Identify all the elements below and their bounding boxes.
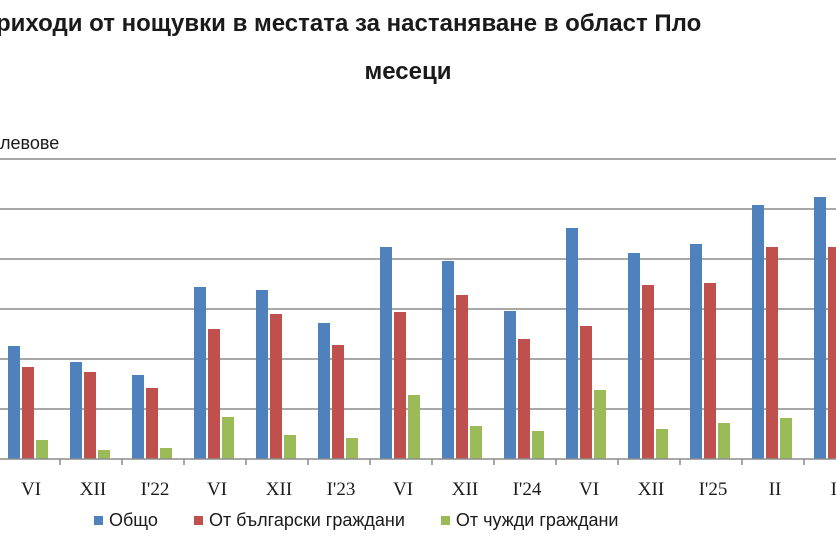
bar-series-2-cat-4 (284, 435, 296, 459)
legend-label-bulgarian: От български граждани (208, 510, 405, 530)
bar-series-1-cat-6 (394, 312, 406, 459)
x-tick-label: I'24 (513, 479, 542, 500)
x-tick-label: I'22 (141, 479, 170, 500)
bar-chart: VI XII I'22 VI XII I'23 VI XII I'24 VI XII I'25 II II (0, 158, 836, 500)
x-tick-label: II (831, 479, 836, 500)
bar-series-0-cat-4 (256, 290, 268, 459)
bar-series-1-cat-7 (456, 295, 468, 459)
bar-series-1-cat-9 (580, 326, 592, 459)
legend-item-total: Общо (94, 510, 158, 531)
legend-label-foreign: От чужди граждани (455, 510, 619, 530)
bar-series-0-cat-0 (8, 346, 20, 459)
bar-series-2-cat-0 (36, 440, 48, 459)
bars (8, 197, 836, 459)
bar-series-1-cat-10 (642, 285, 654, 459)
bar-series-0-cat-1 (70, 362, 82, 459)
bar-series-2-cat-12 (780, 418, 792, 459)
bar-series-2-cat-11 (718, 423, 730, 459)
bar-series-1-cat-1 (84, 372, 96, 459)
x-tick-label: XII (638, 479, 664, 500)
bar-series-0-cat-9 (566, 228, 578, 459)
legend-swatch-bulgarian (193, 516, 203, 525)
x-tick-label: VI (21, 479, 41, 500)
bar-series-2-cat-1 (98, 450, 110, 459)
bar-series-1-cat-12 (766, 247, 778, 459)
legend-item-bulgarian: От български граждани (193, 510, 405, 531)
bar-series-0-cat-8 (504, 311, 516, 459)
bar-series-0-cat-6 (380, 247, 392, 459)
legend-item-foreign: От чужди граждани (440, 510, 619, 531)
legend: Общо От български граждани От чужди граж… (94, 510, 654, 531)
bar-series-1-cat-2 (146, 388, 158, 459)
bar-series-1-cat-4 (270, 314, 282, 459)
bar-series-2-cat-7 (470, 426, 482, 459)
bar-series-2-cat-8 (532, 431, 544, 459)
x-tick-label: VI (579, 479, 599, 500)
bar-series-0-cat-7 (442, 261, 454, 459)
chart-title-line-1: риходи от нощувки в местата за настанява… (0, 10, 702, 37)
bar-series-1-cat-3 (208, 329, 220, 459)
x-tick-label: XII (80, 479, 106, 500)
bar-series-1-cat-11 (704, 283, 716, 459)
bar-series-2-cat-6 (408, 395, 420, 459)
bar-series-1-cat-5 (332, 345, 344, 459)
bar-series-2-cat-9 (594, 390, 606, 459)
bar-series-2-cat-3 (222, 417, 234, 459)
bar-series-0-cat-12 (752, 205, 764, 459)
legend-swatch-total (94, 516, 103, 525)
bar-series-0-cat-11 (690, 244, 702, 459)
x-tick-label: VI (393, 479, 413, 500)
bar-series-1-cat-8 (518, 339, 530, 459)
x-tick-label: VI (207, 479, 227, 500)
x-tick-label: XII (266, 479, 292, 500)
x-axis: VI XII I'22 VI XII I'23 VI XII I'24 VI XII I'25 II II (0, 458, 836, 500)
bar-series-0-cat-3 (194, 287, 206, 459)
bar-series-2-cat-5 (346, 438, 358, 459)
x-tick-label: I'25 (699, 479, 728, 500)
x-tick-label: II (769, 479, 782, 500)
x-tick-label: XII (452, 479, 478, 500)
bar-series-0-cat-13 (814, 197, 826, 459)
bar-series-1-cat-0 (22, 367, 34, 459)
legend-label-total: Общо (109, 510, 158, 530)
bar-series-2-cat-2 (160, 448, 172, 459)
y-axis-unit-label: левове (0, 133, 60, 153)
bar-series-0-cat-10 (628, 253, 640, 459)
legend-swatch-foreign (440, 516, 450, 525)
bar-series-1-cat-13 (828, 247, 836, 459)
x-tick-label: I'23 (327, 479, 356, 500)
bar-series-2-cat-10 (656, 429, 668, 459)
bar-series-0-cat-5 (318, 323, 330, 459)
chart-title-line-2: месеци (364, 58, 452, 85)
bar-series-0-cat-2 (132, 375, 144, 459)
